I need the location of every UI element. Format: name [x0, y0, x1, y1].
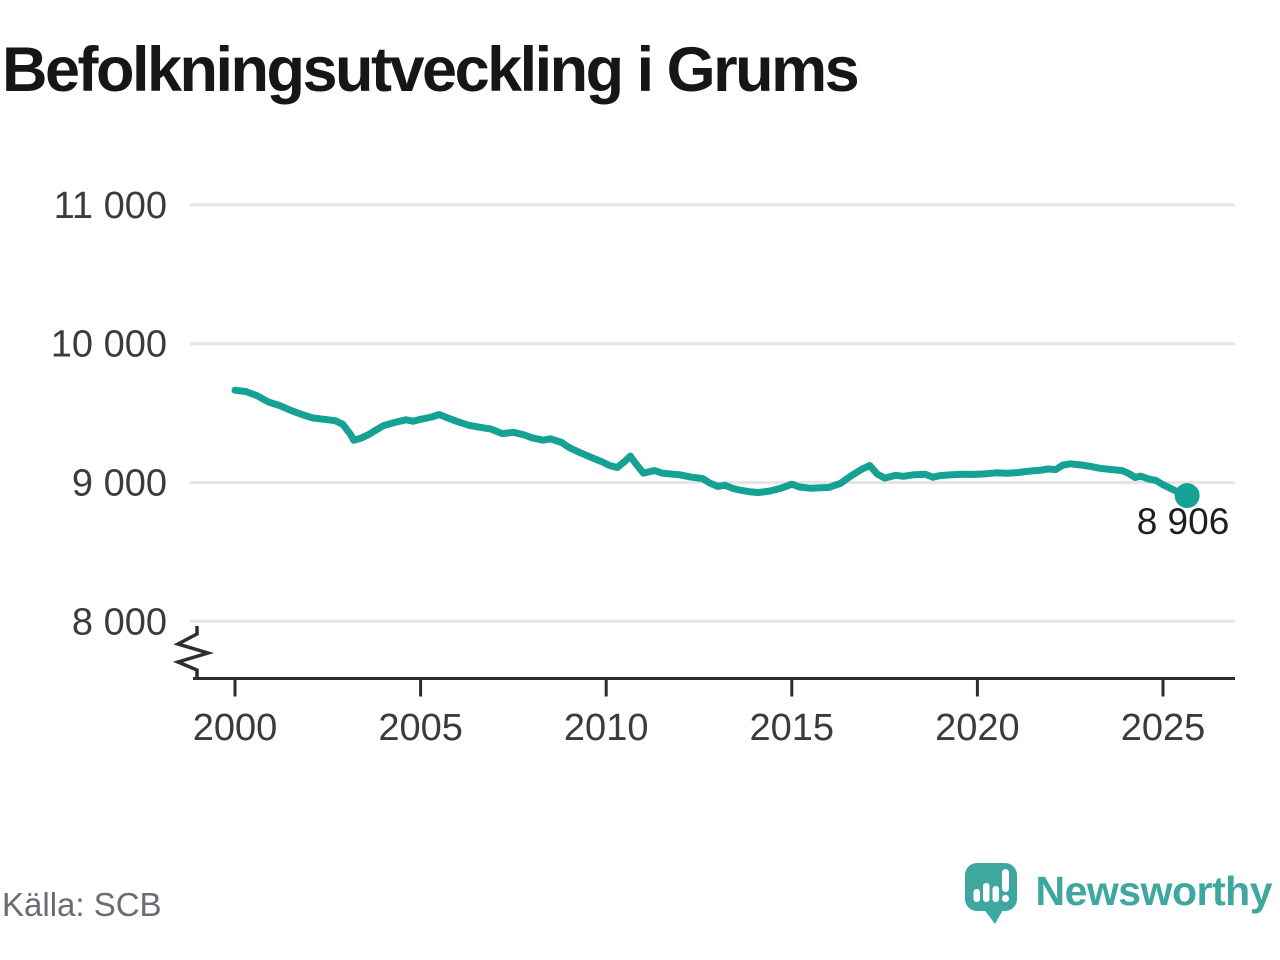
x-axis-tick-label: 2005: [378, 707, 463, 749]
x-axis-tick-label: 2020: [935, 707, 1020, 749]
x-axis: [193, 677, 1235, 697]
x-axis-tick-label: 2015: [750, 707, 835, 749]
y-axis-tick-label: 9 000: [72, 463, 167, 505]
gridlines: [190, 203, 1235, 623]
x-axis-tick-label: 2010: [564, 707, 649, 749]
last-value-label: 8 906: [1136, 501, 1230, 542]
x-axis-tick-label: 2000: [193, 707, 278, 749]
source-caption: Källa: SCB: [2, 886, 162, 923]
y-axis-tick-label: 8 000: [72, 601, 167, 643]
newsworthy-logo-icon: [964, 863, 1017, 924]
newsworthy-logo: Newsworthy: [964, 862, 1273, 928]
axis-break-zigzag: [172, 626, 215, 679]
x-axis-tick-label: 2025: [1121, 707, 1206, 749]
newsworthy-wordmark: Newsworthy: [1035, 867, 1273, 914]
axis-tick-labels: 8 000 9 000 10 000 11 000 2000 2005 2010 2015 20…: [51, 185, 1206, 749]
population-line: [231, 386, 1191, 499]
page-title: Befolkningsutveckling i Grums: [2, 35, 860, 105]
axis-break-squiggle-icon: [172, 626, 215, 679]
population-series-line: [231, 386, 1200, 509]
last-value-dot: [1174, 483, 1200, 509]
y-axis-tick-label: 10 000: [51, 324, 167, 366]
y-axis-tick-label: 11 000: [54, 185, 167, 227]
